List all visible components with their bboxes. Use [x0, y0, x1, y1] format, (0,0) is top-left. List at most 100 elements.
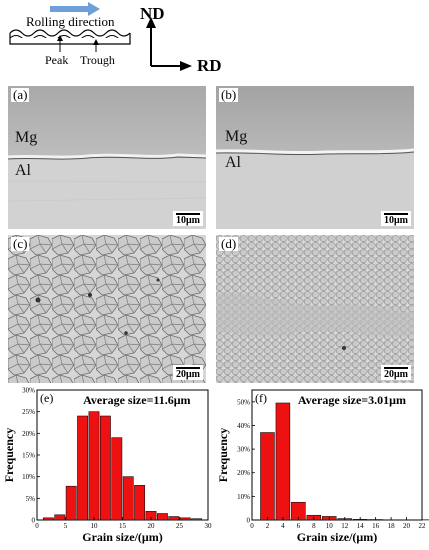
- chart-f-svg: (f) Average size=3.01μm 0 2 4 6 8 10 12 14 16 18 20 2…: [216, 389, 429, 544]
- scale-line: [176, 367, 200, 369]
- chart-e-y-tick-label: 30%: [22, 387, 35, 395]
- chart-e-bar: [134, 485, 146, 521]
- scale-line: [176, 213, 200, 215]
- chart-f-x-tick-label: 2: [266, 522, 270, 530]
- rolling-direction-arrow: [50, 2, 100, 16]
- scale-line: [384, 213, 408, 215]
- panel-a-mg-label: Mg: [15, 129, 38, 146]
- panel-b-scale-bar: 10μm: [381, 211, 411, 226]
- panel-a-scale-label: 10μm: [176, 215, 200, 226]
- chart-e-y-tick-label: 25%: [22, 408, 35, 416]
- chart-e-bar: [111, 437, 123, 521]
- panel-a-scale-bar: 10μm: [173, 211, 203, 226]
- panel-a-al-label: Al: [15, 162, 31, 179]
- chart-e-bar: [168, 516, 180, 521]
- chart-e-bar: [77, 415, 89, 521]
- chart-e-y-tick-label: 0: [32, 517, 36, 525]
- chart-e-panel-label: (e): [40, 391, 53, 405]
- panel-b: (b) Mg Al 10μm: [216, 86, 414, 229]
- trough-arrowhead: [93, 39, 99, 45]
- panel-b-label: (b): [219, 87, 239, 102]
- chart-f-y-tick-label: 40%: [237, 422, 250, 430]
- chart-f-x-tick-label: 0: [250, 522, 254, 530]
- chart-f-x-axis-label: Grain size/(μm): [297, 530, 377, 544]
- chart-f-x-tick-label: 4: [281, 522, 285, 530]
- panel-a: (a) Mg Al 10μm: [8, 86, 206, 229]
- chart-e-x-tick-label: 5: [64, 522, 68, 530]
- chart-e-x-tick-label: 15: [119, 522, 127, 530]
- chart-f-x-tick-label: 22: [419, 522, 427, 530]
- chart-e-bar: [42, 517, 54, 521]
- chart-e-x-tick-label: 20: [148, 522, 156, 530]
- panel-d-image: [216, 235, 414, 383]
- chart-e-bar: [156, 513, 168, 521]
- chart-e-y-tick-label: 20%: [22, 430, 35, 438]
- chart-e: (e) Average size=11.6μm 0 5 10 15 20 25 30 0 5% 10%…: [0, 385, 214, 550]
- trough-label: Trough: [80, 53, 115, 67]
- chart-e-x-axis-label: Grain size/(μm): [82, 530, 162, 544]
- chart-f-average-annotation: Average size=3.01μm: [298, 393, 406, 407]
- chart-e-plot-frame: [36, 389, 209, 521]
- chart-e-x-tick-label: 25: [176, 522, 184, 530]
- chart-f-y-tick-label: 10%: [237, 493, 250, 501]
- chart-f-y-tick-label: 30%: [237, 446, 250, 454]
- sheet-body: [10, 38, 130, 44]
- chart-f-bar: [260, 432, 275, 521]
- peak-arrowhead: [57, 35, 63, 41]
- chart-f-y-tick-label: 0: [247, 517, 251, 525]
- panel-b-al-label: Al: [225, 154, 241, 171]
- sheet-outline: [9, 33, 131, 45]
- chart-f-x-tick-label: 12: [341, 522, 349, 530]
- chart-f-y-axis-label: Frequency: [216, 428, 230, 482]
- chart-f-bar: [275, 402, 291, 521]
- panel-d-scale-label: 20μm: [384, 369, 408, 380]
- chart-f-x-tick-label: 10: [326, 522, 334, 530]
- nd-arrowhead: [146, 17, 156, 28]
- chart-f-x-tick-label: 8: [312, 522, 316, 530]
- chart-e-bar: [191, 518, 203, 521]
- chart-e-x-tick-label: 0: [35, 522, 39, 530]
- chart-e-y-tick-label: 5%: [26, 495, 36, 503]
- chart-e-y-tick-label: 10%: [22, 473, 35, 481]
- panel-c-label: (c): [11, 236, 30, 251]
- chart-f-x-tick-label: 14: [357, 522, 365, 530]
- rd-axis-label: RD: [197, 56, 222, 75]
- chart-f-panel-label: (f): [255, 391, 267, 405]
- scale-line: [384, 367, 408, 369]
- schematic: Rolling direction Peak Trough ND RD: [0, 0, 429, 82]
- chart-e-bar: [122, 476, 134, 521]
- panel-a-label: (a): [11, 87, 30, 102]
- chart-e-bar: [54, 514, 66, 521]
- chart-e-y-tick-label: 15%: [22, 452, 35, 460]
- chart-e-bar: [65, 485, 77, 521]
- panel-b-scale-label: 10μm: [384, 215, 408, 226]
- chart-e-y-axis-label: Frequency: [2, 428, 16, 482]
- panel-b-image: [216, 86, 414, 229]
- chart-e-average-annotation: Average size=11.6μm: [83, 393, 190, 407]
- chart-f-x-tick-label: 20: [403, 522, 411, 530]
- panel-b-mg-label: Mg: [225, 128, 248, 145]
- schematic-graphic: [9, 2, 192, 71]
- nd-axis-label: ND: [140, 4, 165, 23]
- panel-c: (c) 20μm: [8, 235, 206, 383]
- panel-c-image: [8, 235, 206, 383]
- panel-d: (d) 20μm: [216, 235, 414, 383]
- chart-e-x-tick-label: 30: [205, 522, 213, 530]
- rd-arrowhead: [180, 61, 192, 71]
- panel-d-scale-bar: 20μm: [381, 365, 411, 380]
- panel-d-label: (d): [219, 236, 239, 251]
- chart-f-y-tick-label: 20%: [237, 469, 250, 477]
- chart-f-x-tick-label: 18: [388, 522, 396, 530]
- chart-e-x-tick-label: 10: [91, 522, 99, 530]
- panel-c-scale-label: 20μm: [176, 369, 200, 380]
- chart-f-x-tick-label: 6: [297, 522, 301, 530]
- panel-a-image: [8, 86, 206, 229]
- chart-e-bar: [179, 517, 191, 521]
- rolling-direction-label: Rolling direction: [26, 14, 115, 29]
- peak-label: Peak: [45, 53, 69, 67]
- chart-e-svg: (e) Average size=11.6μm 0 5 10 15 20 25 30 0 5% 10%…: [2, 387, 213, 545]
- chart-f-plot-frame: [251, 389, 423, 521]
- sheet-top-wave: [9, 29, 131, 37]
- panel-c-scale-bar: 20μm: [173, 365, 203, 380]
- chart-e-bar: [99, 415, 111, 521]
